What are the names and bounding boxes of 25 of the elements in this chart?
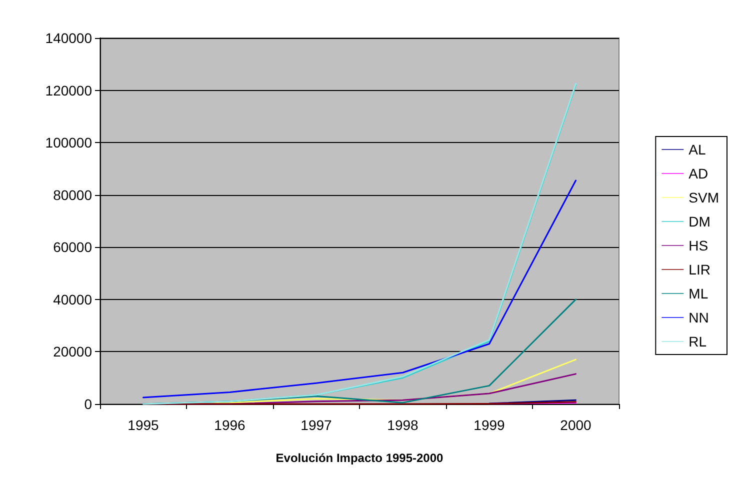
x-tick-label: 1998 [387, 417, 419, 433]
legend-label: AD [688, 166, 708, 182]
y-tick-label: 140000 [45, 30, 92, 46]
legend-label: RL [688, 334, 707, 350]
y-tick-label: 20000 [53, 344, 92, 360]
line-series [142, 180, 576, 398]
y-tick-label: 120000 [45, 82, 92, 98]
x-tick-label: 2000 [560, 417, 592, 433]
y-tick-label: 100000 [45, 134, 92, 151]
legend-label: SVM [688, 190, 720, 206]
legend-label: LIR [688, 262, 710, 278]
x-tick-label: 1996 [214, 417, 246, 433]
y-tick-label: 80000 [53, 186, 92, 203]
x-tick-label: 1997 [300, 417, 332, 433]
legend-label: HS [688, 238, 708, 254]
x-axis-title: Evolución Impacto 1995-2000 [276, 451, 444, 465]
y-tick-label: 0 [84, 396, 92, 412]
legend-label: DM [688, 214, 710, 230]
legend-label: NN [688, 310, 709, 326]
x-tick-label: 1999 [474, 417, 506, 433]
y-tick-label: 60000 [53, 239, 92, 256]
y-tick-label: 40000 [53, 291, 92, 308]
legend-label: ML [688, 286, 708, 302]
x-tick-label: 1995 [128, 417, 160, 433]
legend-label: AL [688, 142, 706, 158]
